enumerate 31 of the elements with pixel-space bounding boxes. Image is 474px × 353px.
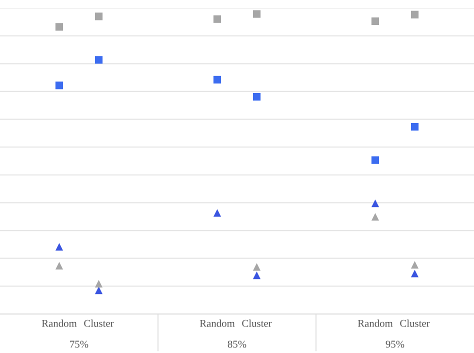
- text: 95%: [386, 340, 404, 348]
- point: [252, 271, 261, 280]
- x-tick-label: Random: [358, 320, 393, 327]
- point: [410, 122, 419, 131]
- point: [252, 10, 261, 18]
- point: [371, 17, 380, 26]
- point: [410, 260, 419, 269]
- text: 75%: [70, 340, 88, 348]
- point: [55, 262, 64, 270]
- point: [55, 23, 64, 31]
- point: [371, 199, 380, 208]
- point: [94, 12, 103, 20]
- point: [410, 10, 419, 18]
- x-tick-label: Random: [42, 320, 77, 327]
- point: [371, 156, 380, 164]
- point: [55, 82, 64, 90]
- point: [213, 209, 222, 217]
- point: [371, 212, 380, 221]
- x-tick-label: Random: [200, 320, 235, 327]
- x-tick-label: Cluster: [242, 320, 272, 327]
- x-tick-label: Cluster: [84, 320, 114, 327]
- point: [94, 56, 103, 64]
- point: [252, 92, 261, 101]
- point: [94, 280, 103, 288]
- point: [213, 15, 222, 23]
- point: [55, 242, 64, 251]
- point: [252, 263, 261, 271]
- x-tick-label: Cluster: [400, 320, 430, 327]
- point: [213, 76, 222, 84]
- text: 85%: [228, 340, 246, 348]
- point: [410, 270, 419, 278]
